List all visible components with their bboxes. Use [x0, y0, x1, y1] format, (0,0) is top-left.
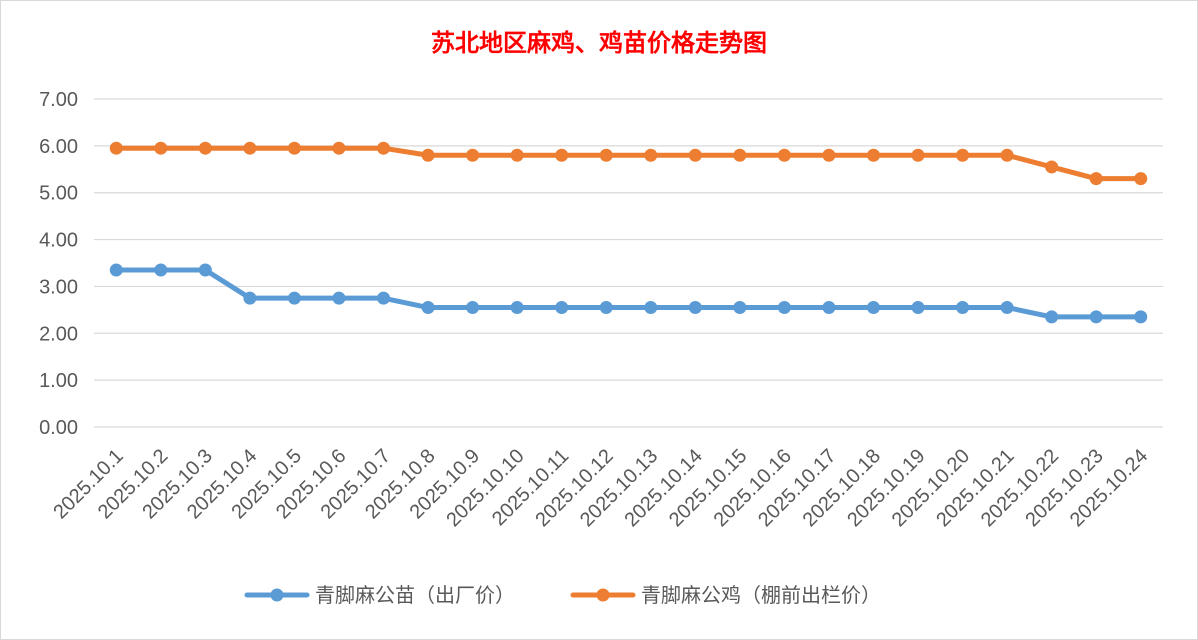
- data-point: [377, 291, 391, 305]
- data-point: [510, 301, 524, 315]
- y-tick-label: 0.00: [39, 417, 78, 439]
- data-point: [1000, 301, 1014, 315]
- y-tick-label: 3.00: [39, 276, 78, 298]
- data-point: [1134, 310, 1148, 324]
- data-point: [822, 301, 836, 315]
- y-tick-label: 2.00: [39, 323, 78, 345]
- data-point: [599, 148, 613, 162]
- chart-title: 苏北地区麻鸡、鸡苗价格走势图: [431, 28, 767, 57]
- data-point: [332, 291, 346, 305]
- data-point: [243, 141, 257, 155]
- data-point: [466, 148, 480, 162]
- legend-label: 青脚麻公苗（出厂价）: [315, 583, 515, 607]
- data-point: [1045, 160, 1059, 174]
- series-layer: [109, 141, 1148, 324]
- legend-item: 青脚麻公鸡（棚前出栏价）: [570, 583, 881, 607]
- data-point: [1089, 310, 1103, 324]
- data-point: [377, 141, 391, 155]
- data-point: [866, 148, 880, 162]
- data-point: [911, 301, 925, 315]
- data-point: [956, 148, 970, 162]
- data-point: [1089, 172, 1103, 186]
- data-point: [154, 263, 168, 277]
- data-point: [688, 301, 702, 315]
- legend-marker: [596, 588, 610, 602]
- y-tick-label: 4.00: [39, 230, 78, 252]
- series-1: [109, 263, 1148, 324]
- data-point: [911, 148, 925, 162]
- data-point: [644, 148, 658, 162]
- data-point: [421, 148, 435, 162]
- y-tick-label: 7.00: [39, 89, 78, 111]
- series-line: [113, 267, 1144, 320]
- legend: 青脚麻公苗（出厂价） 青脚麻公鸡（棚前出栏价）: [244, 583, 881, 607]
- data-point: [243, 291, 257, 305]
- legend-label: 青脚麻公鸡（棚前出栏价）: [641, 583, 881, 607]
- data-point: [777, 148, 791, 162]
- data-point: [733, 301, 747, 315]
- data-point: [777, 301, 791, 315]
- data-point: [956, 301, 970, 315]
- data-point: [287, 141, 301, 155]
- data-point: [287, 291, 301, 305]
- data-point: [198, 263, 212, 277]
- data-point: [1000, 148, 1014, 162]
- data-point: [688, 148, 702, 162]
- data-point: [332, 141, 346, 155]
- data-point: [154, 141, 168, 155]
- data-point: [822, 148, 836, 162]
- data-point: [555, 301, 569, 315]
- data-point: [599, 301, 613, 315]
- data-point: [555, 148, 569, 162]
- data-point: [1045, 310, 1059, 324]
- legend-item: 青脚麻公苗（出厂价）: [244, 583, 515, 607]
- x-axis-ticks: 2025.10.12025.10.22025.10.32025.10.42025…: [49, 445, 1152, 531]
- data-point: [198, 141, 212, 155]
- data-point: [466, 301, 480, 315]
- y-tick-label: 6.00: [39, 136, 78, 158]
- series-2: [109, 141, 1148, 186]
- y-tick-label: 1.00: [39, 370, 78, 392]
- data-point: [109, 263, 123, 277]
- data-point: [733, 148, 747, 162]
- data-point: [109, 141, 123, 155]
- data-point: [421, 301, 435, 315]
- series-line: [113, 145, 1144, 182]
- data-point: [866, 301, 880, 315]
- y-axis-ticks: 0.00 1.00 2.00 3.00 4.00 5.00 6.00 7.00: [39, 89, 78, 439]
- data-point: [1134, 172, 1148, 186]
- legend-marker: [270, 588, 284, 602]
- data-point: [644, 301, 658, 315]
- data-point: [510, 148, 524, 162]
- y-tick-label: 5.00: [39, 183, 78, 205]
